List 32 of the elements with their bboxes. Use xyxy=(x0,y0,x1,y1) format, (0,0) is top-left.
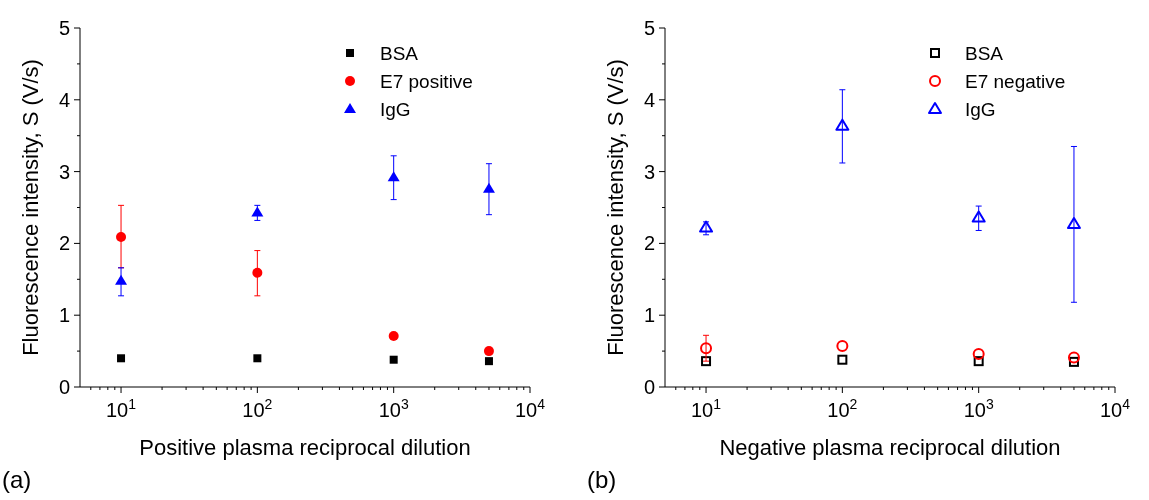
x-axis-title: Negative plasma reciprocal dilution xyxy=(719,435,1061,460)
legend-label: IgG xyxy=(965,98,996,120)
x-tick-label: 10$^{4}$ xyxy=(1099,396,1131,421)
y-tick-label: 3 xyxy=(58,160,70,183)
x-tick-label: 10$^{1}$ xyxy=(106,396,137,421)
legend-label: E7 positive xyxy=(380,70,473,92)
y-tick-label: 1 xyxy=(643,304,655,327)
x-tick-label: 10$^{2}$ xyxy=(827,396,858,421)
y-tick-label: 0 xyxy=(58,376,70,398)
y-tick-label: 2 xyxy=(58,232,70,255)
legend-label: E7 negative xyxy=(965,70,1066,92)
x-tick-label: 10$^{3}$ xyxy=(963,396,994,421)
y-tick-label: 1 xyxy=(58,304,70,327)
y-tick-label: 4 xyxy=(58,88,70,111)
x-axis-title: Positive plasma reciprocal dilution xyxy=(139,435,471,460)
text: (b) xyxy=(587,466,617,493)
legend-label: BSA xyxy=(380,42,419,64)
legend-label: BSA xyxy=(965,42,1004,64)
x-tick-label: 10$^{2}$ xyxy=(242,396,273,421)
legend-label: IgG xyxy=(380,98,411,120)
y-tick-label: 4 xyxy=(643,88,655,111)
x-tick-label: 10$^{4}$ xyxy=(514,396,546,421)
x-tick-label: 10$^{1}$ xyxy=(691,396,722,421)
y-tick-label: 2 xyxy=(643,232,655,255)
x-tick-label: 10$^{3}$ xyxy=(378,396,409,421)
y-axis-title: Fluorescence intensity, S (V/s) xyxy=(603,59,628,356)
y-tick-label: 5 xyxy=(643,17,655,39)
text: (a) xyxy=(2,466,32,493)
y-tick-label: 5 xyxy=(58,17,70,39)
y-axis-title: Fluorescence intensity, S (V/s) xyxy=(18,59,43,356)
y-tick-label: 0 xyxy=(643,376,655,398)
y-tick-label: 3 xyxy=(643,160,655,183)
